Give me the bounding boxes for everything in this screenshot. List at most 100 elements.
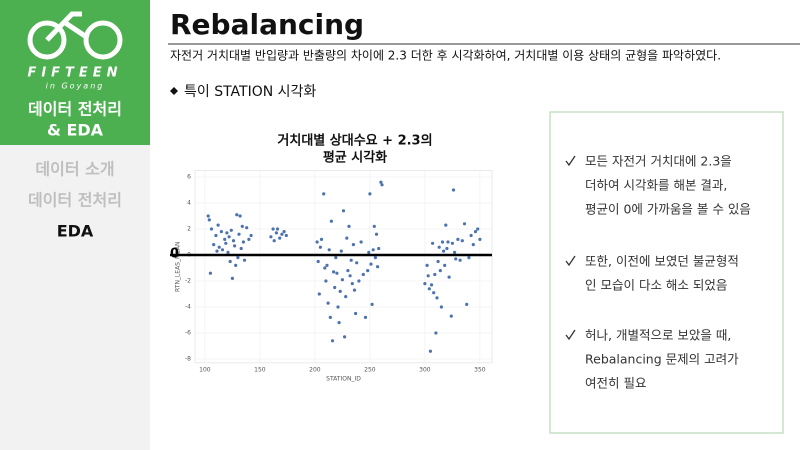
point: [345, 236, 349, 240]
note-line: 허나, 개별적으로 보았을 때,: [585, 328, 731, 343]
point: [449, 314, 453, 318]
point: [451, 188, 456, 192]
point: [280, 232, 284, 236]
point: [432, 291, 436, 295]
point: [324, 279, 328, 283]
point: [223, 237, 227, 241]
point: [439, 305, 443, 309]
point: [369, 262, 373, 266]
point: [214, 233, 218, 238]
point: [370, 302, 374, 306]
point: [242, 258, 247, 262]
point: [238, 214, 242, 218]
point: [334, 256, 338, 260]
point: [225, 231, 229, 235]
point: [471, 243, 475, 247]
point: [476, 227, 480, 231]
y-tick-label: 6: [187, 174, 191, 181]
point: [235, 213, 239, 217]
note-line: 평균이 0에 가까움을 볼 수 있음: [585, 202, 751, 217]
point: [350, 282, 354, 286]
point: [212, 243, 216, 247]
point: [377, 246, 381, 251]
point: [209, 227, 214, 231]
point: [269, 235, 273, 239]
point: [332, 270, 336, 274]
point: [473, 230, 478, 234]
point: [433, 272, 437, 277]
note-line: 모든 자전거 거치대에 2.3을: [585, 154, 732, 169]
notes-box: [549, 111, 784, 434]
point: [207, 218, 211, 222]
point: [376, 265, 380, 269]
point: [230, 276, 234, 280]
point: [465, 302, 469, 306]
point: [458, 258, 462, 262]
point: [282, 230, 286, 234]
point: [354, 311, 358, 316]
point: [237, 232, 241, 236]
point: [239, 246, 243, 251]
point: [328, 315, 332, 319]
point: [450, 241, 454, 245]
logo-icon: [27, 11, 123, 60]
y-tick-label: -4: [185, 304, 191, 311]
point: [436, 259, 440, 264]
subheading: 특이 STATION 시각화: [184, 84, 316, 100]
note-line: 또한, 이전에 보였던 불균형적: [585, 254, 739, 269]
point: [319, 237, 324, 241]
point: [446, 240, 450, 244]
point: [227, 235, 231, 239]
point: [344, 295, 348, 299]
x-tick-label: 300: [419, 366, 431, 373]
check-icon: [565, 255, 576, 267]
point: [335, 271, 339, 275]
point: [425, 263, 429, 267]
point: [327, 248, 331, 252]
point: [219, 230, 223, 234]
point: [337, 321, 341, 325]
point: [329, 219, 333, 223]
point: [361, 272, 365, 277]
point: [427, 287, 431, 291]
point: [428, 349, 432, 353]
chart-title: 평균 시각화: [323, 150, 387, 166]
description: 자전거 거치대별 반입량과 반출량의 차이에 2.3 더한 후 시각화하여, 거…: [170, 49, 721, 63]
point: [444, 223, 448, 227]
point: [347, 224, 351, 228]
point: [357, 279, 361, 283]
point: [226, 250, 230, 254]
point: [233, 244, 237, 248]
point: [216, 223, 220, 227]
note-line: 더하여 시각화를 해본 결과,: [585, 178, 727, 193]
x-tick-label: 200: [309, 366, 321, 373]
point: [217, 245, 221, 249]
check-icon: [565, 155, 576, 167]
point: [438, 269, 442, 273]
note-line: 여전히 필요: [585, 376, 646, 391]
point: [440, 240, 445, 244]
point: [284, 233, 288, 238]
section-title: 데이터 전처리: [28, 100, 122, 119]
point: [456, 237, 460, 241]
point: [249, 233, 253, 238]
point: [228, 259, 232, 264]
point: [333, 285, 337, 290]
y-tick-label: -8: [185, 356, 191, 363]
point: [447, 275, 451, 279]
point: [373, 256, 377, 260]
y-tick-label: 2: [187, 226, 191, 233]
point: [442, 249, 446, 253]
point: [348, 274, 352, 278]
point: [322, 192, 326, 196]
y-axis-label: RTN_LEAS_MEAN: [175, 241, 182, 292]
nav-item-active[interactable]: EDA: [57, 222, 94, 241]
point: [340, 278, 344, 282]
point: [278, 236, 282, 240]
nav-item[interactable]: 데이터 소개: [35, 160, 114, 179]
sidebar-header: [0, 0, 150, 145]
bullet: [170, 87, 178, 95]
note-line: Rebalancing 문제의 고려가: [585, 352, 739, 367]
y-tick-label: -2: [185, 278, 191, 285]
nav-item[interactable]: 데이터 전처리: [28, 191, 122, 210]
